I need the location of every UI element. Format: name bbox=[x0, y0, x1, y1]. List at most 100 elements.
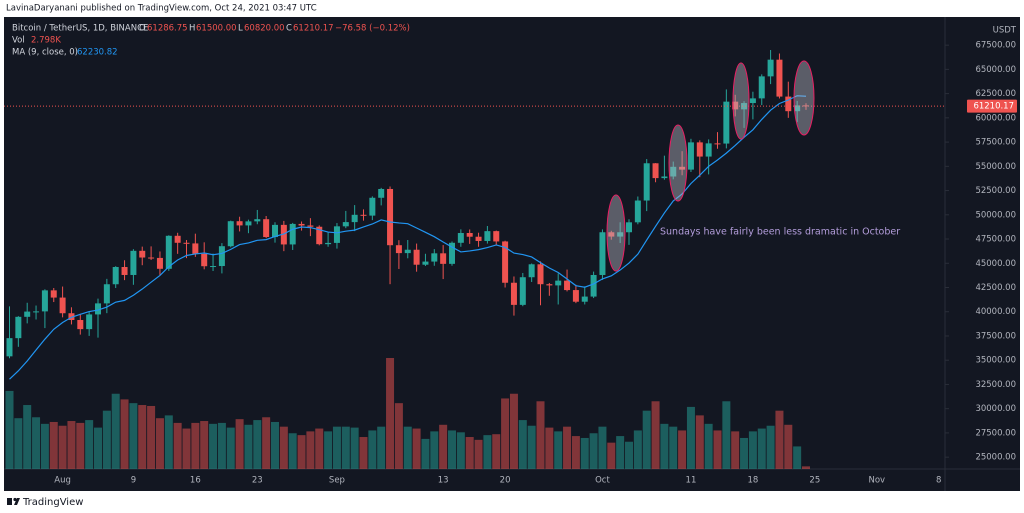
candle-body bbox=[572, 290, 579, 302]
logo-shape bbox=[13, 497, 17, 502]
volume-bar bbox=[182, 428, 191, 469]
volume-bar bbox=[616, 436, 625, 469]
candle-body bbox=[201, 253, 208, 267]
candle-body bbox=[272, 224, 278, 238]
candle-body bbox=[404, 249, 411, 254]
logo-shape bbox=[14, 498, 20, 505]
y-tick-label: 62500.00 bbox=[975, 89, 1016, 99]
candle-body bbox=[236, 221, 243, 226]
volume-bar bbox=[465, 437, 474, 469]
volume-bar bbox=[111, 393, 120, 469]
candle-body bbox=[776, 59, 783, 97]
y-tick-label: 57500.00 bbox=[975, 138, 1016, 148]
candle-body bbox=[502, 241, 509, 283]
volume-bar bbox=[669, 426, 678, 469]
volume-bar bbox=[235, 419, 244, 469]
candle-body bbox=[148, 257, 155, 259]
candle-body bbox=[68, 313, 75, 321]
volume-bar bbox=[448, 430, 456, 469]
legend-low: 60820.00 bbox=[244, 24, 285, 34]
candle-body bbox=[661, 176, 668, 179]
annotation: Sundays have fairly been less dramatic i… bbox=[660, 227, 900, 238]
candle-body bbox=[723, 101, 730, 144]
y-tick-label: 55000.00 bbox=[975, 162, 1016, 172]
candle-layer bbox=[6, 49, 809, 380]
volume-bar bbox=[32, 417, 41, 469]
candle-body bbox=[24, 311, 31, 317]
y-tick-label: 27500.00 bbox=[975, 428, 1016, 438]
volume-layer bbox=[5, 358, 810, 469]
candle-body bbox=[732, 101, 739, 110]
candle-body bbox=[749, 98, 756, 104]
volume-legend-value: 2.798K bbox=[31, 36, 61, 46]
candle-body bbox=[475, 236, 482, 241]
volume-bar bbox=[262, 417, 271, 469]
volume-bar bbox=[297, 435, 306, 469]
legend-letter: L bbox=[238, 24, 243, 34]
candle-body bbox=[183, 242, 190, 244]
candle-body bbox=[77, 320, 84, 330]
candle-body bbox=[431, 253, 438, 262]
x-tick-label: Nov bbox=[869, 476, 886, 486]
candle-body bbox=[218, 246, 225, 267]
volume-bar bbox=[430, 431, 439, 469]
candle-body bbox=[687, 142, 694, 170]
y-tick-label: 40000.00 bbox=[975, 307, 1016, 317]
volume-bar bbox=[474, 439, 483, 469]
volume-bar bbox=[155, 418, 164, 469]
y-tick-label: 42500.00 bbox=[975, 283, 1016, 293]
candle-body bbox=[519, 277, 526, 305]
volume-bar bbox=[757, 428, 766, 469]
volume-bar bbox=[509, 393, 518, 469]
candle-body bbox=[112, 267, 119, 285]
x-tick-label: Oct bbox=[595, 476, 610, 486]
volume-bar bbox=[748, 431, 757, 469]
volume-bar bbox=[147, 405, 156, 469]
volume-bar bbox=[545, 427, 554, 469]
legend-letter: C bbox=[286, 24, 292, 34]
volume-bar bbox=[571, 436, 580, 469]
candle-body bbox=[785, 96, 792, 112]
volume-bar bbox=[642, 410, 651, 469]
last-price-label: 61210.17 bbox=[973, 102, 1014, 112]
candle-body bbox=[626, 222, 632, 233]
volume-bar bbox=[271, 421, 279, 469]
y-tick-label: 25000.00 bbox=[975, 453, 1016, 463]
volume-bar bbox=[217, 422, 226, 469]
volume-bar bbox=[102, 410, 111, 469]
ma-line bbox=[9, 95, 807, 380]
volume-bar bbox=[191, 422, 200, 469]
highlight-ellipse bbox=[732, 62, 750, 140]
volume-bar bbox=[713, 430, 722, 469]
candle-body bbox=[413, 249, 420, 265]
x-tick-label: 8 bbox=[936, 476, 941, 486]
candle-body bbox=[714, 143, 721, 145]
volume-bar bbox=[686, 406, 695, 469]
y-tick-label: 47500.00 bbox=[975, 235, 1016, 245]
volume-bar bbox=[678, 430, 687, 469]
candle-body bbox=[342, 222, 349, 227]
x-tick-label: 11 bbox=[686, 476, 697, 486]
volume-bar bbox=[731, 431, 740, 469]
candle-body bbox=[395, 245, 402, 254]
candle-body bbox=[280, 224, 287, 245]
candle-body bbox=[369, 197, 376, 216]
candle-body bbox=[121, 267, 128, 275]
volume-bar bbox=[359, 437, 368, 469]
volume-bar bbox=[244, 424, 253, 469]
candle-body bbox=[263, 219, 270, 238]
candle-body bbox=[307, 225, 314, 227]
x-tick-label: 13 bbox=[438, 476, 449, 486]
x-tick-label: Sep bbox=[329, 476, 345, 486]
volume-bar bbox=[85, 420, 94, 469]
y-tick-label: 30000.00 bbox=[975, 404, 1016, 414]
volume-bar bbox=[332, 426, 341, 469]
candle-body bbox=[679, 166, 686, 170]
candle-body bbox=[422, 261, 429, 265]
candle-body bbox=[156, 257, 163, 269]
logo-shape bbox=[7, 498, 12, 505]
volume-bar bbox=[306, 431, 315, 469]
volume-bar bbox=[120, 399, 129, 469]
highlight-ellipse bbox=[793, 60, 815, 136]
x-tick-label: Aug bbox=[54, 476, 71, 486]
